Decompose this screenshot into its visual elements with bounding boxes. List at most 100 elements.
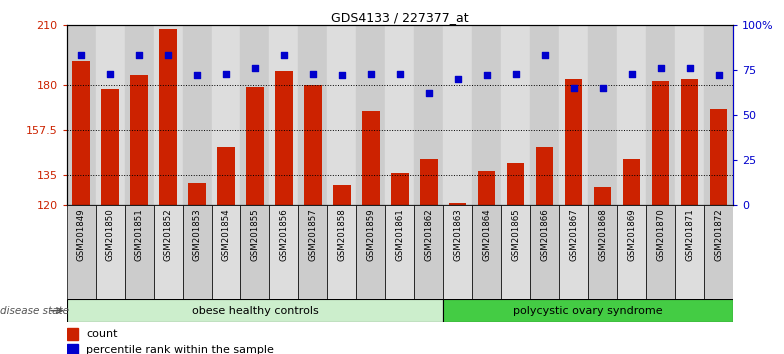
Point bbox=[597, 85, 609, 91]
Bar bbox=[501, 205, 530, 299]
Text: GSM201865: GSM201865 bbox=[511, 208, 521, 261]
Bar bbox=[391, 173, 408, 205]
Text: GDS4133 / 227377_at: GDS4133 / 227377_at bbox=[331, 11, 469, 24]
Bar bbox=[154, 25, 183, 205]
Bar bbox=[299, 205, 328, 299]
Bar bbox=[420, 159, 437, 205]
Bar bbox=[72, 61, 90, 205]
Point bbox=[713, 73, 725, 78]
Point bbox=[220, 71, 232, 76]
Bar bbox=[507, 163, 524, 205]
Bar bbox=[559, 25, 588, 205]
Text: GSM201868: GSM201868 bbox=[598, 208, 607, 261]
Bar bbox=[212, 25, 241, 205]
Point bbox=[394, 71, 406, 76]
Bar bbox=[443, 205, 472, 299]
Text: GSM201870: GSM201870 bbox=[656, 208, 665, 261]
Text: GSM201869: GSM201869 bbox=[627, 208, 636, 261]
Bar bbox=[275, 71, 292, 205]
Text: GSM201861: GSM201861 bbox=[395, 208, 405, 261]
Bar bbox=[304, 85, 321, 205]
Bar bbox=[443, 25, 472, 205]
Bar bbox=[246, 87, 263, 205]
Bar bbox=[183, 205, 212, 299]
Text: GSM201851: GSM201851 bbox=[135, 208, 143, 261]
Point bbox=[568, 85, 580, 91]
Bar bbox=[188, 183, 205, 205]
Bar bbox=[443, 299, 733, 322]
Bar bbox=[472, 25, 501, 205]
Point bbox=[655, 65, 667, 71]
Point bbox=[365, 71, 377, 76]
Bar bbox=[241, 25, 270, 205]
Bar bbox=[501, 25, 530, 205]
Text: GSM201872: GSM201872 bbox=[714, 208, 723, 261]
Bar bbox=[414, 205, 443, 299]
Text: polycystic ovary syndrome: polycystic ovary syndrome bbox=[514, 306, 663, 316]
Text: GSM201850: GSM201850 bbox=[106, 208, 114, 261]
Point bbox=[103, 71, 116, 76]
Bar bbox=[67, 299, 443, 322]
Bar bbox=[212, 205, 241, 299]
Point bbox=[481, 73, 493, 78]
Point bbox=[510, 71, 522, 76]
Text: GSM201856: GSM201856 bbox=[279, 208, 289, 261]
Bar bbox=[130, 75, 147, 205]
Bar bbox=[646, 25, 675, 205]
Bar bbox=[536, 147, 554, 205]
Bar bbox=[646, 205, 675, 299]
Text: GSM201855: GSM201855 bbox=[250, 208, 260, 261]
Text: percentile rank within the sample: percentile rank within the sample bbox=[86, 345, 274, 354]
Bar bbox=[530, 25, 559, 205]
Point bbox=[249, 65, 261, 71]
Text: GSM201854: GSM201854 bbox=[222, 208, 230, 261]
Point bbox=[307, 71, 319, 76]
Bar bbox=[559, 205, 588, 299]
Bar bbox=[154, 205, 183, 299]
Point bbox=[539, 53, 551, 58]
Bar bbox=[588, 205, 617, 299]
Bar bbox=[299, 25, 328, 205]
Bar bbox=[125, 25, 154, 205]
Bar bbox=[217, 147, 234, 205]
Bar bbox=[710, 109, 728, 205]
Text: GSM201858: GSM201858 bbox=[337, 208, 347, 261]
Bar bbox=[328, 205, 357, 299]
Bar bbox=[67, 328, 78, 340]
Bar bbox=[333, 185, 350, 205]
Bar bbox=[530, 205, 559, 299]
Bar bbox=[704, 25, 733, 205]
Bar bbox=[623, 159, 641, 205]
Bar bbox=[67, 205, 96, 299]
Bar bbox=[357, 25, 386, 205]
Bar bbox=[96, 205, 125, 299]
Bar bbox=[328, 25, 357, 205]
Bar bbox=[67, 25, 96, 205]
Bar bbox=[357, 205, 386, 299]
Text: GSM201864: GSM201864 bbox=[482, 208, 492, 261]
Bar bbox=[675, 205, 704, 299]
Text: GSM201857: GSM201857 bbox=[308, 208, 318, 261]
Text: GSM201866: GSM201866 bbox=[540, 208, 550, 261]
Bar bbox=[565, 79, 583, 205]
Bar bbox=[67, 344, 78, 354]
Text: GSM201852: GSM201852 bbox=[164, 208, 172, 261]
Point bbox=[626, 71, 638, 76]
Point bbox=[132, 53, 145, 58]
Text: GSM201867: GSM201867 bbox=[569, 208, 578, 261]
Point bbox=[423, 91, 435, 96]
Text: count: count bbox=[86, 329, 118, 339]
Text: GSM201863: GSM201863 bbox=[453, 208, 463, 261]
Text: GSM201862: GSM201862 bbox=[424, 208, 434, 261]
Point bbox=[452, 76, 464, 82]
Text: GSM201871: GSM201871 bbox=[685, 208, 694, 261]
Bar bbox=[472, 205, 501, 299]
Bar bbox=[617, 205, 646, 299]
Point bbox=[74, 53, 87, 58]
Bar bbox=[96, 25, 125, 205]
Bar bbox=[362, 111, 379, 205]
Bar bbox=[652, 81, 670, 205]
Bar bbox=[414, 25, 443, 205]
Text: GSM201849: GSM201849 bbox=[77, 208, 85, 261]
Point bbox=[278, 53, 290, 58]
